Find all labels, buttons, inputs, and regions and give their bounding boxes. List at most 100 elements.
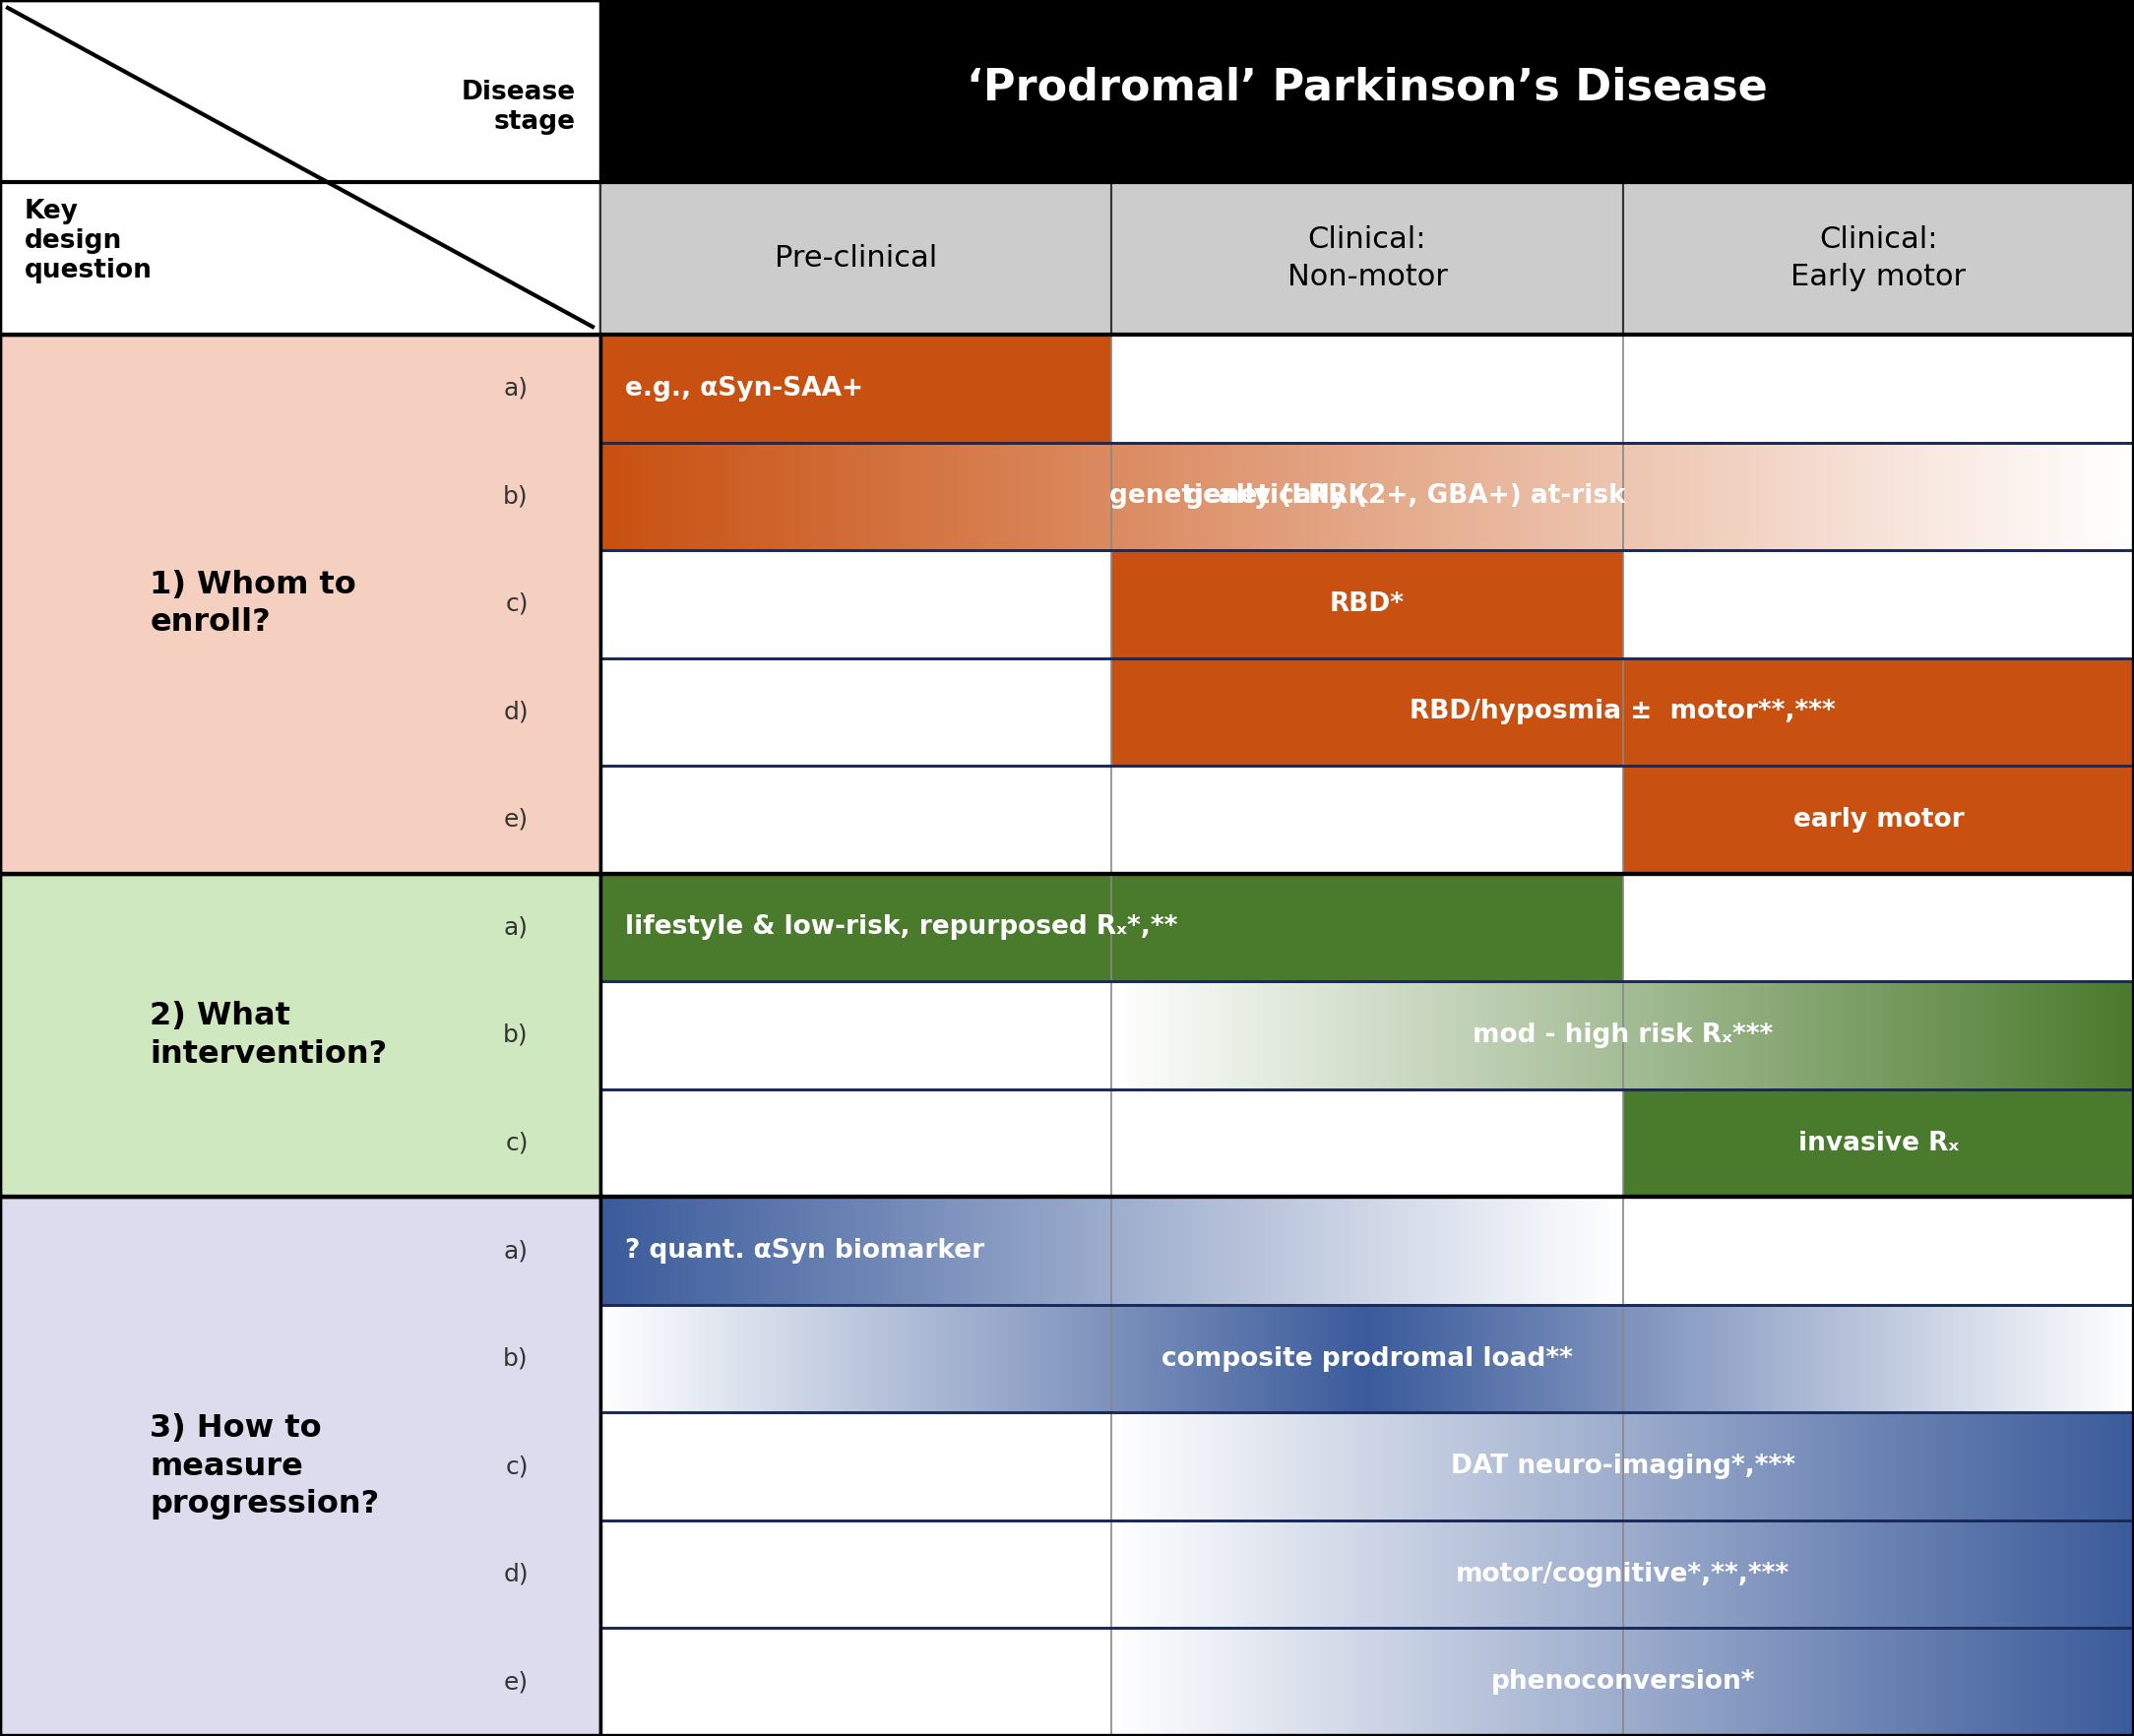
Bar [1394,1198,1398,1305]
Bar [1191,1628,1193,1736]
Bar [2108,1305,2111,1413]
Bar [1724,1305,1729,1413]
Bar [1511,443,1515,550]
Bar [830,1305,834,1413]
Bar [1095,1198,1099,1305]
Bar [2070,1628,2072,1736]
Bar [1677,1628,1682,1736]
Bar [1769,981,1773,1088]
Bar [713,1305,715,1413]
Bar [1197,981,1201,1088]
Bar [1265,443,1270,550]
Bar [1989,1305,1991,1413]
Bar [1265,1413,1270,1521]
Bar [1517,1628,1522,1736]
Bar [1699,1628,1701,1736]
Bar [2025,1413,2029,1521]
Bar [1991,1521,1995,1628]
Bar [1182,1628,1187,1736]
Bar [1485,443,1490,550]
Bar [1899,443,1904,550]
Bar [1767,1628,1769,1736]
Bar [1581,1198,1586,1305]
Bar [1466,981,1470,1088]
Bar [1195,1305,1199,1413]
Bar [1261,1521,1265,1628]
Bar [2021,1305,2025,1413]
Bar [2104,1521,2106,1628]
Bar [1312,1521,1317,1628]
Text: Disease
stage: Disease stage [461,80,576,135]
Text: ‘Prodromal’ Parkinson’s Disease: ‘Prodromal’ Parkinson’s Disease [967,66,1767,109]
Bar [2038,1413,2042,1521]
Bar [1445,1305,1447,1413]
Bar [730,1305,734,1413]
Bar [1944,1521,1946,1628]
Bar [1490,981,1494,1088]
Bar [962,443,969,550]
Bar [1221,1305,1225,1413]
Bar [1878,1305,1882,1413]
Bar [1061,443,1067,550]
Bar [1219,443,1225,550]
Bar [1899,1521,1904,1628]
Bar [1534,1198,1539,1305]
Bar [1436,1521,1438,1628]
Bar [2083,981,2087,1088]
Bar [1635,1305,1639,1413]
Bar [790,1305,792,1413]
Bar [1609,1521,1613,1628]
Bar [1329,1628,1334,1736]
Bar [1419,443,1423,550]
Bar [1231,1521,1236,1628]
Bar [1199,1521,1204,1628]
Bar [1541,1521,1545,1628]
Bar [805,1305,809,1413]
Bar [1221,1413,1225,1521]
Bar [1987,1521,1991,1628]
Bar [1067,1198,1071,1305]
Bar [2117,1628,2121,1736]
Bar [1912,981,1916,1088]
Bar [1268,1628,1272,1736]
Bar [1227,1198,1231,1305]
Bar [1411,981,1415,1088]
Bar [1376,1198,1381,1305]
Bar [2100,981,2104,1088]
Bar [749,443,753,550]
Bar [2125,1305,2130,1413]
Bar [1176,1305,1178,1413]
Bar [1667,1521,1671,1628]
Bar [1310,1521,1312,1628]
Bar [1353,1521,1357,1628]
Bar [1831,1521,1835,1628]
Bar [1596,1198,1600,1305]
Bar [1893,1521,1895,1628]
Bar [1204,443,1210,550]
Bar [1291,443,1295,550]
Bar [1671,981,1675,1088]
Bar [1449,1305,1451,1413]
Bar [2057,1305,2059,1413]
Bar [1652,1305,1654,1413]
Bar [1562,981,1566,1088]
Bar [1596,1521,1600,1628]
Bar [1592,1198,1596,1305]
Bar [2053,981,2057,1088]
Bar [1419,1198,1421,1305]
Bar [1541,443,1547,550]
Bar [1449,1198,1453,1305]
Bar [1112,1198,1116,1305]
Bar [2008,1413,2012,1521]
Bar [1376,443,1383,550]
Bar [1402,1521,1404,1628]
Bar [1615,1413,1620,1521]
Bar [1046,1305,1048,1413]
Bar [1323,1521,1327,1628]
Bar [1035,443,1041,550]
Bar [1985,981,1989,1088]
Bar [1673,443,1679,550]
Bar [1530,1521,1534,1628]
Bar [1426,1413,1430,1521]
Bar [1705,1628,1709,1736]
